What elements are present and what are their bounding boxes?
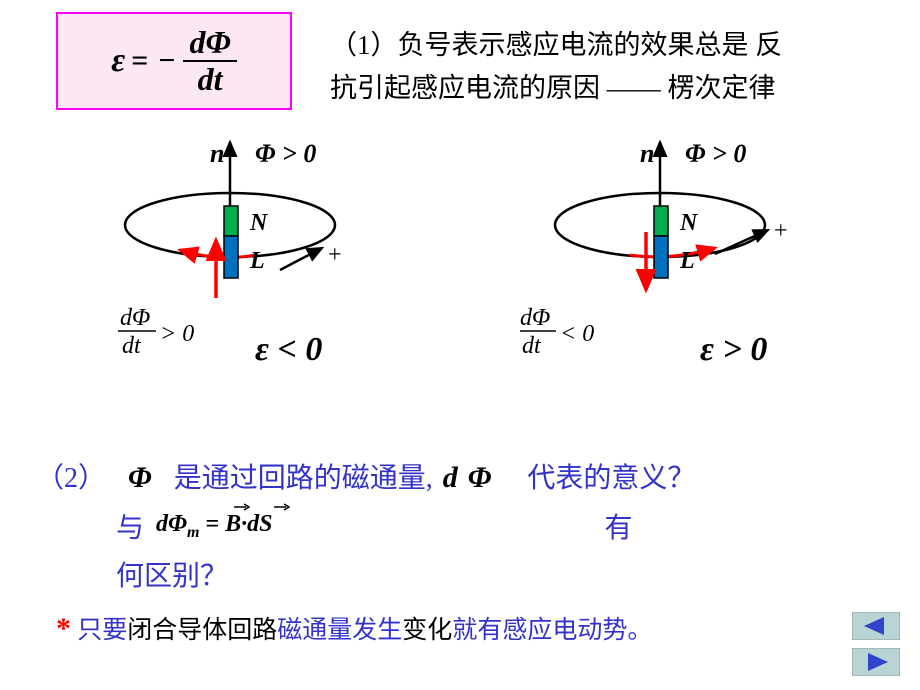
svg-text:dt: dt [522,333,542,359]
prev-button[interactable] [852,612,900,640]
note-1: （1）负号表示感应电流的效果总是 反 抗引起感应电流的原因 —— 楞次定律 [330,24,782,110]
phi-pos-label: Φ > 0 [255,139,316,168]
note-1-line1: （1）负号表示感应电流的效果总是 反 [330,24,782,67]
note3-fragment: 变化 [402,617,452,644]
loop-diagram-left: n Φ > 0 N L + dΦ dt > 0 ε < 0 [100,130,400,390]
L-label: L [249,248,265,274]
svg-text:dΦ: dΦ [120,305,150,331]
note2-line3: 何区别？ [116,554,886,594]
equals-sign: = [131,44,148,78]
loop-diagram-right: n Φ > 0 N L + dΦ dt < 0 ε > 0 [520,130,840,390]
svg-text:> 0: > 0 [160,321,194,347]
next-button[interactable] [852,648,900,676]
faraday-formula-box: ε = − dΦ dt [56,12,292,110]
plus-label: + [328,242,342,268]
eps-neg: ε < 0 [255,331,322,368]
numerator: dΦ [183,25,236,62]
svg-text:dt: dt [122,333,142,359]
note3-fragment: 闭合导体回路 [127,617,277,644]
N-label: N [249,210,269,236]
L-label-r: L [679,248,695,274]
fraction: dΦ dt [183,25,236,97]
note-1-line2: 抗引起感应电流的原因 —— 楞次定律 [330,67,782,110]
denominator: dt [192,62,229,97]
minus-sign: − [158,44,175,78]
note2-prefix: （2） [36,456,106,496]
plus-label-r: + [774,218,788,244]
phi-pos-label-r: Φ > 0 [685,139,746,168]
note2-line2b: 有 [604,506,632,546]
note2-text1: 是通过回路的磁通量, [174,456,433,496]
eps-pos: ε > 0 [700,331,767,368]
note3-fragment: 只要 [77,617,127,644]
epsilon-symbol: ε [111,42,125,80]
note2-phi: Φ [128,461,152,495]
star-icon: * [56,612,71,645]
N-label-r: N [679,210,699,236]
note-2: （2） Φ 是通过回路的磁通量, d Φ 代表的意义？ 与 dΦm = B·dS… [36,456,886,594]
svg-text:< 0: < 0 [560,321,594,347]
note3-fragment: 就有感应电动势。 [452,617,652,644]
note2-line2a: 与 [116,506,144,546]
note2-text2: 代表的意义？ [527,456,695,496]
svg-text:dΦ: dΦ [520,305,550,331]
note-3: * 只要闭合导体回路磁通量发生变化就有感应电动势。 [56,610,652,646]
note2-dphi-sym: Φ [468,461,492,495]
n-label: n [210,139,224,168]
n-label-r: n [640,139,654,168]
note3-fragment: 磁通量发生 [277,617,402,644]
